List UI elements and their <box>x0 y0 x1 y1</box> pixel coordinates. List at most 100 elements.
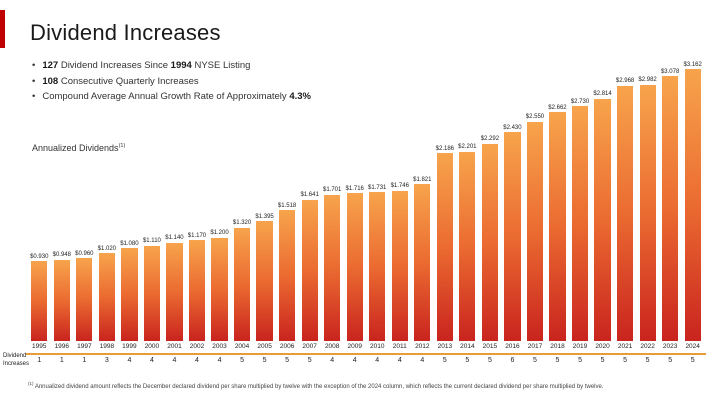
year-label: 2023 <box>662 343 678 350</box>
increase-value: 6 <box>510 357 515 364</box>
increase-value: 5 <box>465 357 470 364</box>
bar-column: $1.140 <box>163 235 186 341</box>
bullet-text: Dividend Increases Since <box>58 60 171 71</box>
increase-value: 5 <box>307 357 312 364</box>
bar-column: $1.641 <box>298 192 321 341</box>
bar <box>594 98 611 341</box>
bar-value-label: $1.170 <box>187 232 207 239</box>
bar-value-label: $1.701 <box>322 187 342 194</box>
year-label: 2011 <box>392 343 407 350</box>
year-label: 1995 <box>32 343 47 350</box>
year-label: 2015 <box>482 343 498 350</box>
bullet-text: 127 <box>42 60 59 71</box>
year-label: 2004 <box>234 343 250 350</box>
increase-value: 3 <box>104 357 109 364</box>
increase-value: 5 <box>690 357 695 364</box>
bar-column: $1.170 <box>186 233 209 341</box>
bar-column: $2.662 <box>546 104 569 341</box>
bar-value-label: $2.662 <box>548 104 567 111</box>
year-label: 2018 <box>550 343 565 350</box>
bar-column: $1.320 <box>231 220 254 341</box>
year-label: 2008 <box>324 343 340 350</box>
year-label: 2006 <box>279 343 295 350</box>
increases-row: 1 1 1 3 4 4 4 4 4 5 5 5 5 4 4 4 4 4 5 5 5 6 5 5 5 5 5 5 5 5 <box>28 357 704 364</box>
bar <box>143 245 161 341</box>
year-label: 2001 <box>167 343 182 350</box>
increase-value: 4 <box>195 357 199 364</box>
increase-value: 1 <box>37 357 42 364</box>
year-label: 2020 <box>595 343 610 350</box>
year-label: 2014 <box>460 343 475 350</box>
bar-value-label: $1.641 <box>300 192 319 199</box>
bar <box>481 143 498 341</box>
increase-value: 5 <box>487 357 492 364</box>
bar-column: $0.930 <box>28 253 51 341</box>
bar-column: $1.200 <box>208 230 231 341</box>
bar-column: $1.716 <box>343 186 366 341</box>
bar-value-label: $1.140 <box>165 235 184 242</box>
bullet-text: 4.3% <box>289 91 311 102</box>
year-label: 2013 <box>437 343 453 350</box>
bar <box>233 227 251 341</box>
bullet-text: 108 <box>42 75 59 87</box>
bar-column: $2.550 <box>524 114 547 341</box>
bar <box>121 248 138 341</box>
bar-value-label: $1.716 <box>345 185 364 192</box>
bar-value-label: $1.746 <box>390 183 409 190</box>
bar-value-label: $2.186 <box>435 145 454 152</box>
year-label: 2016 <box>505 343 520 350</box>
bar-value-label: $2.730 <box>570 98 590 105</box>
increase-value: 5 <box>262 357 267 364</box>
bullet-list: 127 Dividend Increases Since 1994 NYSE L… <box>32 60 311 107</box>
bar-column: $2.968 <box>614 78 637 341</box>
bar <box>414 184 431 341</box>
bar-column: $3.078 <box>659 69 682 341</box>
year-label: 1999 <box>122 343 137 350</box>
annualized-dividends-text: Annualized Dividends <box>32 143 119 153</box>
bullet-text: 1994 <box>170 60 192 71</box>
bar-column: $2.292 <box>479 136 502 341</box>
increase-value: 5 <box>623 357 628 364</box>
footnote-marker: (1) <box>28 381 34 386</box>
year-label: 2024 <box>685 343 700 350</box>
bar-column: $2.982 <box>636 77 659 341</box>
bar-column: $1.731 <box>366 185 389 341</box>
increase-value: 5 <box>668 357 673 364</box>
increases-row-label-line1: Dividend <box>3 353 27 359</box>
year-label: 2021 <box>617 343 633 350</box>
bar-value-label: $2.430 <box>503 124 522 131</box>
year-label: 2010 <box>370 343 385 350</box>
bar-value-label: $1.518 <box>277 202 297 209</box>
bar-column: $1.746 <box>389 183 412 341</box>
increase-value: 5 <box>442 357 447 364</box>
bar-value-label: $2.550 <box>525 114 545 121</box>
bar <box>571 106 589 341</box>
increase-value: 4 <box>149 357 154 364</box>
footnote: (1) Annualized dividend amount reflects … <box>28 381 710 390</box>
bar-value-label: $3.162 <box>683 61 702 68</box>
bar-value-label: $2.982 <box>638 77 657 83</box>
footnote-text: Annualized dividend amount reflects the … <box>34 384 604 390</box>
bar <box>391 190 408 341</box>
bar <box>639 84 656 341</box>
bar-column: $1.110 <box>141 238 164 341</box>
increases-row-label: Dividend Increases <box>3 353 30 369</box>
bullet-text: Compound Average Annual Growth Rate of A… <box>42 91 290 102</box>
year-label: 1997 <box>77 343 92 350</box>
bar <box>459 151 476 341</box>
increase-value: 1 <box>82 357 87 364</box>
bar <box>53 259 70 341</box>
bar-value-label: $0.930 <box>30 253 49 260</box>
increase-value: 5 <box>240 357 244 364</box>
bar-column: $2.186 <box>434 145 457 341</box>
bar-column: $0.948 <box>51 252 74 341</box>
bar <box>279 210 296 341</box>
bar-value-label: $1.080 <box>120 240 139 247</box>
increases-row-label-line2: Increases <box>3 360 30 367</box>
increase-value: 5 <box>285 357 290 364</box>
bar <box>301 199 318 341</box>
increase-value: 5 <box>645 357 650 364</box>
year-label: 2005 <box>257 343 272 350</box>
bar <box>211 237 228 341</box>
